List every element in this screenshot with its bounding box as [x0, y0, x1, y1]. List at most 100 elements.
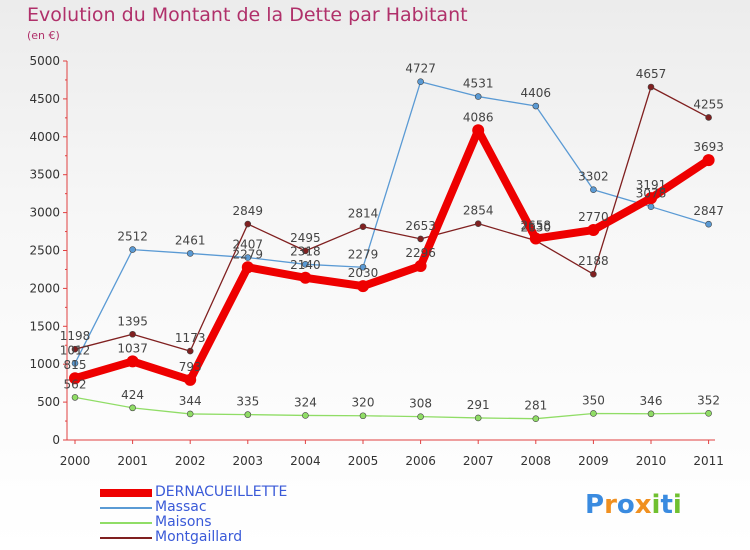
x-tick-label: 2006	[405, 454, 436, 468]
data-point-montgaillard	[359, 223, 367, 230]
data-point-montgaillard	[129, 330, 136, 338]
data-point-massac	[244, 254, 252, 261]
x-tick-label: 2005	[348, 454, 379, 468]
legend-swatch	[100, 522, 152, 524]
data-label-maisons: 281	[524, 399, 547, 413]
data-label-dernacueillette: 2030	[348, 266, 379, 280]
data-label-maisons: 346	[640, 394, 663, 408]
data-point-dernacueillette	[529, 232, 542, 245]
data-point-dernacueillette	[126, 355, 139, 368]
data-point-dernacueillette	[645, 192, 657, 205]
data-label-dernacueillette: 3693	[693, 140, 724, 154]
data-label-dernacueillette: 2279	[233, 247, 264, 261]
data-label-massac: 3302	[578, 170, 609, 184]
data-point-massac	[302, 260, 309, 268]
data-point-maisons	[474, 414, 482, 422]
data-label-maisons: 320	[352, 396, 375, 410]
data-label-montgaillard: 2854	[463, 204, 494, 218]
data-label-massac: 2407	[233, 238, 264, 252]
data-point-montgaillard	[302, 247, 309, 255]
x-tick-label: 2002	[175, 454, 206, 468]
data-point-maisons	[186, 410, 194, 418]
data-label-massac: 1012	[60, 343, 91, 357]
data-point-montgaillard	[244, 220, 252, 228]
data-point-massac	[474, 93, 482, 100]
data-point-maisons	[532, 415, 540, 423]
x-tick-label: 2001	[117, 454, 148, 468]
data-label-dernacueillette: 3191	[636, 178, 667, 192]
x-tick-label: 2008	[521, 454, 552, 468]
x-tick-label: 2003	[233, 454, 264, 468]
y-tick-label: 500	[37, 395, 60, 409]
data-label-montgaillard: 1198	[60, 329, 91, 343]
data-label-maisons: 344	[179, 394, 202, 408]
data-point-dernacueillette	[472, 124, 485, 137]
logo-letter: r	[604, 490, 617, 520]
data-label-massac: 2847	[693, 204, 724, 218]
data-point-montgaillard	[647, 83, 655, 91]
data-point-massac	[532, 102, 540, 110]
x-tick-label: 2007	[463, 454, 494, 468]
data-point-massac	[71, 359, 79, 367]
data-label-massac: 2512	[117, 230, 148, 244]
legend-item-montgaillard: Montgaillard	[100, 530, 320, 545]
data-label-maisons: 335	[236, 395, 259, 409]
data-label-montgaillard: 2849	[233, 204, 264, 218]
legend-label: Montgaillard	[155, 529, 243, 545]
data-point-maisons	[417, 413, 424, 420]
data-point-maisons	[129, 404, 136, 412]
logo-letter: i	[672, 490, 682, 520]
data-point-massac	[129, 246, 136, 253]
data-label-montgaillard: 4255	[693, 97, 724, 111]
y-tick-label: 1000	[29, 357, 60, 371]
data-point-dernacueillette	[357, 280, 369, 293]
y-tick-label: 3500	[29, 168, 60, 182]
series-line-massac	[74, 81, 710, 364]
data-label-maisons: 424	[121, 388, 144, 402]
data-label-massac: 2461	[175, 233, 206, 247]
data-label-maisons: 308	[409, 397, 432, 411]
x-tick-label: 2010	[636, 454, 667, 468]
y-tick-label: 4000	[29, 130, 60, 144]
series-line-dernacueillette	[71, 126, 713, 384]
series-line-maisons	[74, 396, 710, 420]
data-label-maisons: 324	[294, 395, 317, 409]
data-label-massac: 4531	[463, 77, 494, 91]
data-label-maisons: 291	[467, 398, 490, 412]
data-point-maisons	[244, 411, 252, 418]
data-point-montgaillard	[186, 347, 194, 355]
data-point-montgaillard	[705, 114, 712, 121]
y-tick-label: 2500	[29, 244, 60, 258]
data-label-montgaillard: 1173	[175, 331, 206, 345]
data-point-maisons	[71, 394, 79, 401]
chart-title: Evolution du Montant de la Dette par Hab…	[27, 4, 468, 26]
y-tick-label: 2000	[29, 281, 60, 295]
data-point-montgaillard	[417, 235, 424, 243]
data-label-montgaillard: 2495	[290, 231, 321, 245]
y-tick-label: 3000	[29, 206, 60, 220]
data-label-dernacueillette: 2296	[405, 246, 436, 260]
x-tick-label: 2000	[60, 454, 91, 468]
data-point-dernacueillette	[414, 259, 427, 272]
data-label-montgaillard: 4657	[636, 67, 667, 81]
logo-letter: t	[660, 490, 673, 520]
data-label-maisons: 562	[64, 377, 87, 391]
data-point-massac	[647, 203, 655, 210]
data-point-massac	[590, 186, 597, 194]
legend-swatch	[100, 507, 152, 509]
y-tick-label: 1500	[29, 319, 60, 333]
data-point-massac	[186, 250, 194, 257]
data-point-dernacueillette	[299, 271, 312, 284]
legend-label: DERNACUEILLETTE	[155, 484, 288, 500]
logo-letter: P	[585, 490, 605, 520]
data-point-maisons	[590, 410, 597, 417]
data-label-maisons: 352	[697, 393, 720, 407]
x-tick-label: 2009	[578, 454, 609, 468]
data-point-dernacueillette	[184, 373, 197, 386]
legend-label: Massac	[155, 499, 207, 515]
data-label-maisons: 350	[582, 393, 605, 407]
data-label-dernacueillette: 1037	[117, 341, 148, 355]
line-chart: 0 500 1000 1500 2000 2500 3000 3500 4000 4500 5000…	[29, 54, 724, 468]
data-label-dernacueillette: 2770	[578, 210, 609, 224]
data-label-dernacueillette: 793	[179, 360, 202, 374]
